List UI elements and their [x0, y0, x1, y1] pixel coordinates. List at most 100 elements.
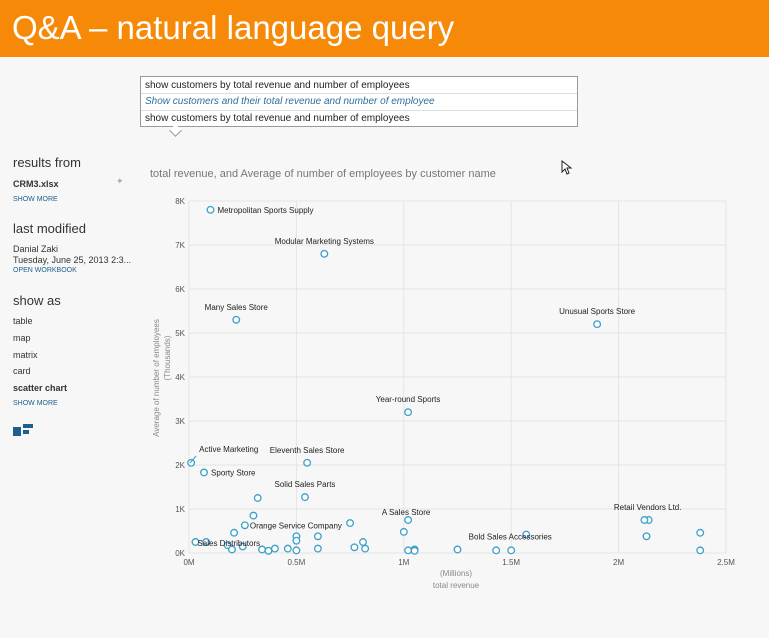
x-tick-label: 2.5M: [717, 558, 735, 567]
point-label: Metropolitan Sports Supply: [217, 206, 313, 215]
data-point[interactable]: [301, 493, 309, 502]
data-point[interactable]: [404, 516, 413, 524]
data-point[interactable]: [238, 542, 247, 551]
x-axis-unit: (Millions): [440, 569, 472, 578]
data-point[interactable]: [696, 528, 705, 537]
y-tick-label: 0K: [175, 549, 185, 558]
point-label: Sporty Store: [211, 468, 256, 477]
data-point[interactable]: [206, 205, 215, 214]
x-tick-label: 0M: [183, 558, 194, 567]
show-as-matrix[interactable]: matrix: [13, 350, 38, 360]
y-tick-label: 2K: [175, 461, 185, 470]
divider: [141, 93, 577, 94]
suggestion-item[interactable]: Show customers and their total revenue a…: [145, 96, 435, 107]
modified-by: Danial Zaki: [13, 244, 59, 254]
x-tick-label: 2M: [613, 558, 624, 567]
point-label: Many Sales Store: [205, 303, 269, 312]
pin-icon[interactable]: ✦: [116, 176, 124, 186]
data-point[interactable]: [202, 538, 211, 546]
data-point[interactable]: [313, 532, 322, 541]
point-label: Year-round Sports: [376, 395, 441, 404]
data-point[interactable]: [253, 494, 262, 502]
visualization-icon[interactable]: [13, 424, 33, 436]
chart-title: total revenue, and Average of number of …: [150, 168, 496, 180]
show-more-link[interactable]: SHOW MORE: [13, 400, 58, 407]
data-point[interactable]: [399, 527, 408, 536]
point-label: Solid Sales Parts: [275, 480, 336, 489]
x-tick-label: 1.5M: [502, 558, 520, 567]
data-point[interactable]: [320, 249, 329, 258]
x-tick-label: 0.5M: [288, 558, 306, 567]
suggestion-item[interactable]: show customers by total revenue and numb…: [145, 113, 410, 124]
data-point[interactable]: [313, 544, 322, 553]
data-point[interactable]: [187, 458, 196, 467]
modified-date: Tuesday, June 25, 2013 2:3...: [13, 255, 132, 265]
data-point[interactable]: [361, 544, 370, 553]
divider: [141, 110, 577, 111]
data-point[interactable]: [359, 538, 367, 546]
data-point[interactable]: [249, 511, 258, 520]
point-label: Bold Sales Accessories: [469, 533, 552, 542]
point-label: A Sales Store: [382, 508, 431, 517]
y-tick-label: 6K: [175, 285, 185, 294]
data-point[interactable]: [240, 521, 249, 530]
show-as-scatter-chart[interactable]: scatter chart: [13, 383, 68, 393]
x-tick-label: 1M: [398, 558, 409, 567]
show-more-link[interactable]: SHOW MORE: [13, 196, 58, 203]
data-point[interactable]: [264, 546, 273, 555]
data-point[interactable]: [492, 546, 501, 555]
show-as-table[interactable]: table: [13, 316, 33, 326]
data-point[interactable]: [232, 315, 241, 324]
data-point[interactable]: [200, 468, 208, 477]
data-points: Metropolitan Sports Supply Modular Market…: [187, 205, 705, 555]
title-banner: Q&A – natural language query: [0, 0, 769, 57]
data-point[interactable]: [410, 546, 419, 555]
viz-icon-block: [23, 430, 29, 434]
show-as-card[interactable]: card: [13, 366, 31, 376]
point-label: Orange Service Company: [250, 521, 342, 530]
data-point[interactable]: [228, 545, 236, 554]
y-axis-unit: (Thousands): [163, 335, 172, 380]
chart-grid: [188, 200, 727, 554]
data-point[interactable]: [640, 516, 649, 524]
show-as-map[interactable]: map: [13, 333, 31, 343]
y-tick-label: 8K: [175, 197, 185, 206]
data-point[interactable]: [404, 408, 413, 417]
data-point[interactable]: [507, 546, 516, 555]
y-tick-label: 3K: [175, 417, 185, 426]
x-axis-ticks: 0M 0.5M 1M 1.5M 2M 2.5M: [183, 558, 735, 567]
data-point[interactable]: [292, 546, 301, 555]
point-label: Sales Distributors: [197, 539, 260, 548]
data-point[interactable]: [593, 320, 602, 329]
data-point[interactable]: [346, 519, 355, 528]
point-label: Modular Marketing Systems: [275, 237, 374, 246]
data-point[interactable]: [191, 538, 200, 546]
data-point[interactable]: [283, 544, 292, 553]
y-axis-ticks: 0K 1K 2K 3K 4K 5K 6K 7K 8K: [175, 197, 185, 558]
point-label: Eleventh Sales Store: [270, 446, 345, 455]
data-point[interactable]: [292, 536, 301, 545]
active-marketing-leader: [189, 455, 197, 464]
data-point[interactable]: [350, 543, 359, 552]
x-axis-label: total revenue: [433, 581, 480, 590]
data-point[interactable]: [453, 545, 462, 554]
open-workbook-link[interactable]: OPEN WORKBOOK: [13, 267, 77, 274]
mouse-cursor-icon: [561, 160, 573, 175]
data-point[interactable]: [230, 528, 239, 537]
data-point[interactable]: [522, 530, 531, 539]
data-point[interactable]: [696, 546, 705, 555]
point-label: Active Marketing: [199, 445, 258, 454]
show-as-heading: show as: [13, 293, 61, 308]
last-modified-heading: last modified: [13, 221, 86, 236]
data-point[interactable]: [404, 546, 413, 555]
query-input[interactable]: show customers by total revenue and numb…: [145, 80, 410, 91]
y-tick-label: 7K: [175, 241, 185, 250]
data-point[interactable]: [303, 458, 312, 467]
data-point[interactable]: [642, 532, 651, 541]
viz-icon-block: [13, 427, 21, 436]
point-label: Unusual Sports Store: [559, 307, 636, 316]
question-box[interactable]: show customers by total revenue and numb…: [140, 76, 578, 127]
data-point[interactable]: [270, 544, 279, 553]
results-from-heading: results from: [13, 155, 81, 170]
